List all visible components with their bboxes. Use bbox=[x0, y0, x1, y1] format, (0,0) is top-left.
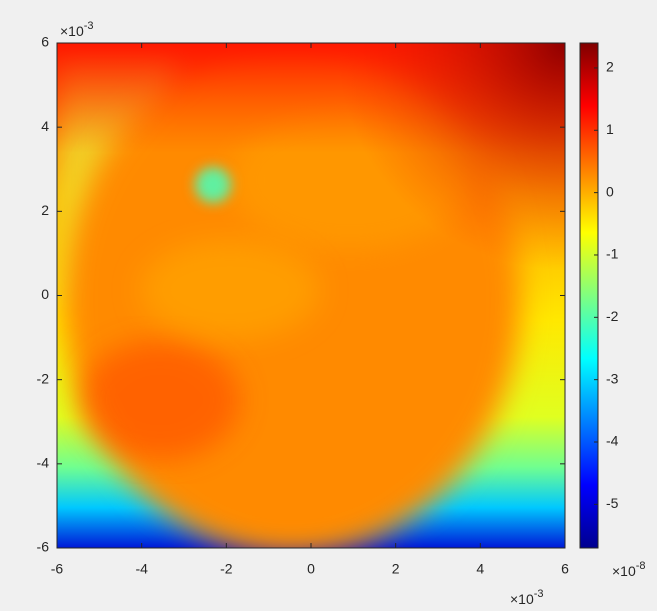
y-tick-label: -4 bbox=[37, 455, 50, 471]
y-multiplier-base: ×10 bbox=[60, 23, 84, 39]
y-tick-label: -2 bbox=[37, 370, 50, 386]
colorbar bbox=[579, 42, 599, 549]
colorbar-tick-label: -4 bbox=[606, 433, 619, 449]
y-tick-label: -6 bbox=[37, 539, 50, 555]
y-tick-label: 4 bbox=[41, 118, 49, 134]
y-tick-label: 6 bbox=[41, 34, 49, 50]
colorbar-tick-label: -3 bbox=[606, 370, 619, 386]
colorbar-multiplier: ×10-8 bbox=[612, 560, 646, 579]
colorbar-tick-label: 1 bbox=[606, 121, 614, 137]
x-multiplier-exponent: -3 bbox=[534, 588, 544, 600]
x-tick-label: 6 bbox=[561, 561, 569, 577]
colorbar-multiplier-exponent: -8 bbox=[636, 560, 646, 572]
x-tick-label: 0 bbox=[307, 561, 315, 577]
y-tick-label: 0 bbox=[41, 286, 49, 302]
x-multiplier: ×10-3 bbox=[510, 588, 544, 607]
heatmap-image bbox=[57, 43, 565, 548]
colorbar-multiplier-base: ×10 bbox=[612, 563, 636, 579]
y-tick-label: 2 bbox=[41, 202, 49, 218]
colorbar-tick-label: -2 bbox=[606, 308, 619, 324]
x-tick-label: 4 bbox=[476, 561, 484, 577]
x-multiplier-base: ×10 bbox=[510, 591, 534, 607]
y-multiplier: ×10-3 bbox=[60, 20, 94, 39]
colorbar-tick-label: -1 bbox=[606, 246, 619, 262]
x-tick-label: -6 bbox=[51, 561, 64, 577]
colorbar-tick-label: -5 bbox=[606, 495, 619, 511]
y-multiplier-exponent: -3 bbox=[84, 20, 94, 32]
colorbar-tick-label: 0 bbox=[606, 183, 614, 199]
x-tick-label: 2 bbox=[392, 561, 400, 577]
x-tick-label: -4 bbox=[135, 561, 148, 577]
x-tick-label: -2 bbox=[220, 561, 233, 577]
colorbar-tick-label: 2 bbox=[606, 59, 614, 75]
